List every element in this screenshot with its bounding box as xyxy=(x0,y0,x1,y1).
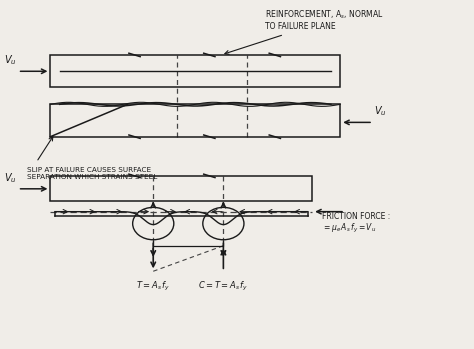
Text: $V_u$: $V_u$ xyxy=(4,171,17,185)
Text: $V_u$: $V_u$ xyxy=(374,104,386,118)
Text: $V_u$: $V_u$ xyxy=(4,53,17,67)
Text: REINFORCEMENT, A$_s$, NORMAL
TO FAILURE PLANE: REINFORCEMENT, A$_s$, NORMAL TO FAILURE … xyxy=(265,8,384,31)
Text: $= \mu_e\,A_s\,f_y = V_u$: $= \mu_e\,A_s\,f_y = V_u$ xyxy=(321,222,376,235)
Text: SLIP AT FAILURE CAUSES SURFACE
SEPARATION WHICH STRAINS STEEL: SLIP AT FAILURE CAUSES SURFACE SEPARATIO… xyxy=(27,168,157,180)
Bar xyxy=(50,104,340,137)
Text: FRICTION FORCE :: FRICTION FORCE : xyxy=(321,212,390,221)
Text: $T = A_s\,f_y$: $T = A_s\,f_y$ xyxy=(136,280,170,293)
Bar xyxy=(50,176,312,201)
Text: $C = T = A_s\,f_y$: $C = T = A_s\,f_y$ xyxy=(198,280,248,293)
Bar xyxy=(50,55,340,87)
